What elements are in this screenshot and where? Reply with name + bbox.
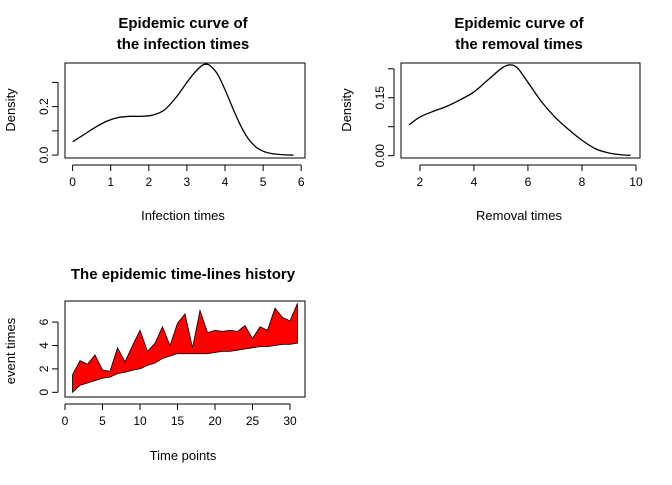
x-tick-label: 5 [260,175,267,189]
chart3-x-axis: 0 5 10 15 20 25 30 [62,403,297,428]
panel-infection-curve: Epidemic curve of the infection times 0 1… [3,15,306,223]
x-tick-label: 15 [171,414,185,428]
x-tick-label: 30 [283,414,297,428]
panel-removal-curve: Epidemic curve of the removal times 2 4 6 8… [339,15,643,223]
x-tick-label: 6 [525,175,532,189]
chart3-title: The epidemic time-lines history [71,266,296,283]
x-tick-label: 4 [471,175,478,189]
y-tick-label: 0.15 [373,86,387,110]
y-tick-label: 0.2 [37,98,51,115]
x-tick-label: 25 [246,414,260,428]
x-tick-label: 1 [107,175,114,189]
y-tick-label: 0.00 [373,144,387,168]
chart3-y-axis: 0 2 4 6 [37,318,59,396]
chart1-y-label: Density [3,88,18,132]
x-tick-label: 20 [208,414,222,428]
x-tick-label: 6 [298,175,305,189]
chart2-x-axis: 2 4 6 8 10 [417,164,643,189]
x-tick-label: 2 [417,175,424,189]
chart2-plot-box [400,62,641,159]
chart1-plot-box [64,62,306,159]
chart2-y-label: Density [339,88,354,132]
chart2-y-axis: 0.00 0.15 [373,68,395,168]
chart2-title-line1: Epidemic curve of [454,15,584,32]
y-tick-label: 0 [37,389,51,396]
y-tick-label: 4 [37,342,51,349]
x-tick-label: 0 [69,175,76,189]
chart1-density-line [72,63,294,156]
chart2-title-line2: the removal times [455,36,583,53]
chart1-x-axis: 0 1 2 3 4 5 6 [69,164,305,189]
x-tick-label: 3 [184,175,191,189]
chart3-x-label: Time points [150,448,217,463]
chart3-plot-box [64,300,306,398]
x-tick-label: 10 [629,175,643,189]
x-tick-label: 4 [222,175,229,189]
chart1-title-line1: Epidemic curve of [118,15,248,32]
x-tick-label: 8 [579,175,586,189]
chart1-x-label: Infection times [141,208,225,223]
chart1-title-line2: the infection times [117,36,250,53]
chart3-timeline-band [72,303,298,394]
x-tick-label: 0 [62,414,69,428]
y-tick-label: 0.0 [37,146,51,163]
chart1-y-axis: 0.0 0.2 [37,81,59,163]
chart2-density-line [408,64,631,156]
y-tick-label: 2 [37,365,51,372]
x-tick-label: 10 [133,414,147,428]
x-tick-label: 2 [145,175,152,189]
chart3-y-label: event times [3,317,18,384]
chart2-x-label: Removal times [476,208,562,223]
panel-timelines-history: The epidemic time-lines history 0 5 10 15 20… [3,266,306,463]
y-tick-label: 6 [37,318,51,325]
x-tick-label: 5 [99,414,106,428]
